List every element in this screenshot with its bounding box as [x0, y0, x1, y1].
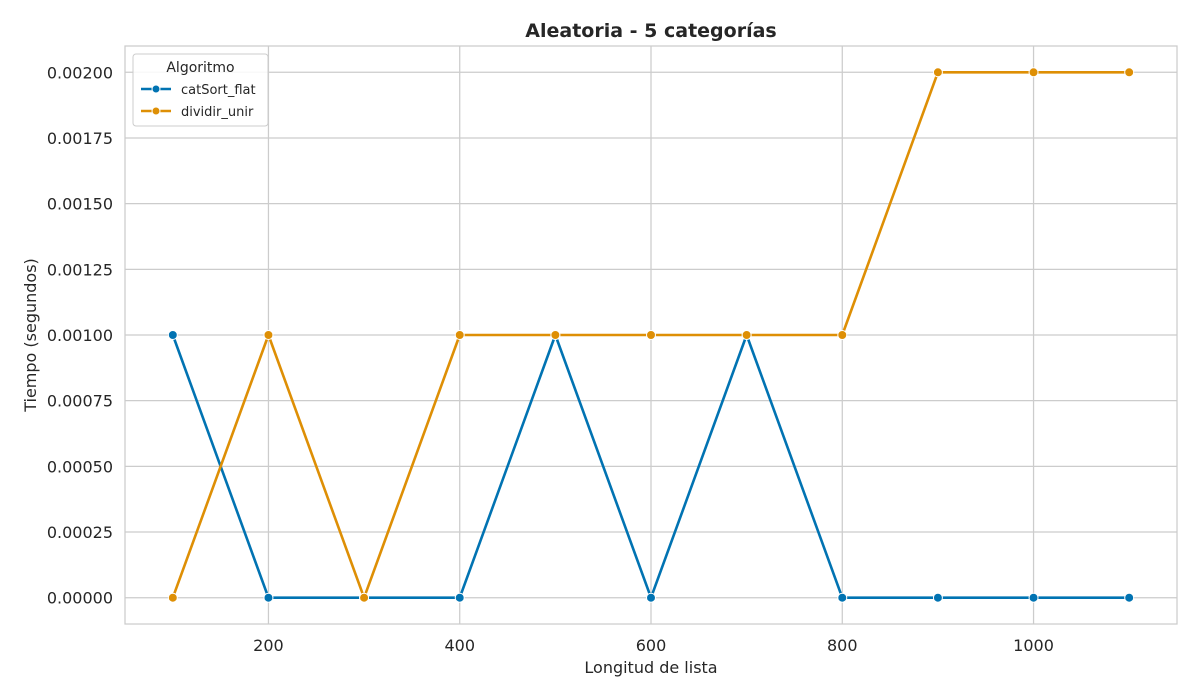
- data-point-dividir_unir: [454, 330, 465, 340]
- legend-title: Algoritmo: [166, 60, 234, 76]
- y-tick-label: 0.00100: [47, 326, 113, 345]
- data-point-dividir_unir: [550, 330, 561, 340]
- data-point-catSort_flat: [1028, 592, 1039, 603]
- y-tick-label: 0.00125: [47, 260, 113, 279]
- data-point-catSort_flat: [932, 592, 943, 603]
- y-axis-label: Tiempo (segundos): [21, 258, 40, 413]
- legend-box: [132, 53, 269, 127]
- data-point-dividir_unir: [1028, 67, 1039, 78]
- x-axis-label: Longitud de lista: [584, 658, 717, 677]
- legend-swatch-marker: [151, 84, 161, 94]
- data-point-dividir_unir: [932, 67, 943, 78]
- y-tick-label: 0.00150: [47, 195, 113, 214]
- y-tick-label: 0.00050: [47, 457, 113, 476]
- legend-label: catSort_flat: [181, 83, 256, 98]
- data-point-dividir_unir: [1124, 67, 1135, 78]
- data-point-dividir_unir: [837, 330, 848, 340]
- x-tick-label: 200: [253, 636, 284, 655]
- tick-labels: 200 400 600 800 1000 0.00000 0.00025 0.00050 0.0…: [47, 63, 1054, 655]
- series-layer: [167, 67, 1135, 603]
- legend-swatch-marker: [151, 106, 161, 116]
- data-point-dividir_unir: [167, 592, 178, 603]
- data-point-catSort_flat: [1124, 592, 1135, 603]
- y-tick-label: 0.00000: [47, 589, 113, 608]
- data-point-dividir_unir: [741, 330, 752, 340]
- y-tick-label: 0.00025: [47, 523, 113, 542]
- data-point-dividir_unir: [646, 330, 656, 340]
- data-point-catSort_flat: [646, 592, 656, 603]
- legend: Algoritmo catSort_flat dividir_unir: [132, 53, 269, 127]
- legend-items: catSort_flat dividir_unir: [141, 83, 256, 120]
- x-tick-label: 400: [444, 636, 475, 655]
- y-tick-label: 0.00200: [47, 63, 113, 82]
- legend-label: dividir_unir: [181, 105, 254, 120]
- data-point-catSort_flat: [837, 592, 848, 603]
- y-tick-label: 0.00175: [47, 129, 113, 148]
- data-point-catSort_flat: [454, 592, 465, 603]
- data-point-dividir_unir: [359, 592, 370, 603]
- plot-frame: [124, 45, 1178, 625]
- x-tick-label: 800: [827, 636, 858, 655]
- data-point-catSort_flat: [167, 330, 178, 340]
- x-tick-label: 1000: [1013, 636, 1054, 655]
- x-tick-label: 600: [636, 636, 667, 655]
- chart-title: Aleatoria - 5 categorías: [525, 20, 776, 42]
- data-point-catSort_flat: [263, 592, 274, 603]
- y-tick-label: 0.00075: [47, 392, 113, 411]
- data-point-dividir_unir: [263, 330, 274, 340]
